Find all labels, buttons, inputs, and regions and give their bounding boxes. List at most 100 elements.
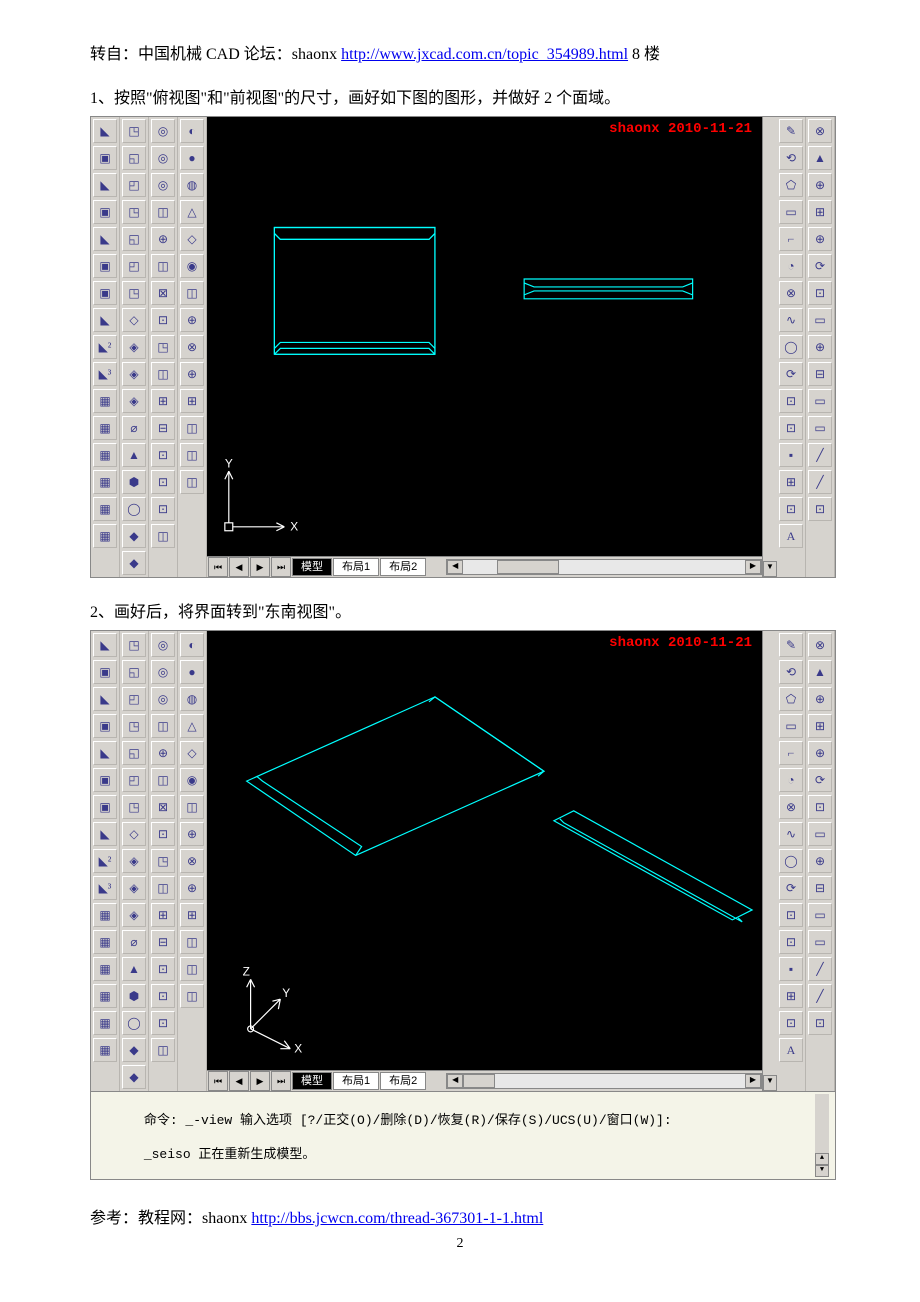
- toolbar-button[interactable]: ◎: [151, 173, 175, 197]
- toolbar-button[interactable]: ▲: [122, 957, 146, 981]
- toolbar-button[interactable]: ◳: [122, 633, 146, 657]
- toolbar-button[interactable]: ▣: [93, 200, 117, 224]
- toolbar-button[interactable]: ⊕: [808, 173, 832, 197]
- toolbar-button[interactable]: ▦: [93, 903, 117, 927]
- toolbar-button[interactable]: ⊞: [151, 389, 175, 413]
- toolbar-button[interactable]: ◇: [180, 741, 204, 765]
- toolbar-button[interactable]: ◱: [122, 741, 146, 765]
- toolbar-button[interactable]: ⊕: [180, 308, 204, 332]
- toolbar-button[interactable]: ╱: [808, 984, 832, 1008]
- toolbar-button[interactable]: ◎: [151, 119, 175, 143]
- toolbar-button[interactable]: ▭: [808, 389, 832, 413]
- toolbar-button[interactable]: ◱: [122, 146, 146, 170]
- toolbar-button[interactable]: ◫: [180, 281, 204, 305]
- toolbar-button[interactable]: ▪: [779, 443, 803, 467]
- toolbar-button[interactable]: ◱: [122, 227, 146, 251]
- toolbar-button[interactable]: ◈: [122, 362, 146, 386]
- toolbar-button[interactable]: ◣: [93, 741, 117, 765]
- toolbar-button[interactable]: ⊞: [808, 200, 832, 224]
- toolbar-button[interactable]: ▦: [93, 1011, 117, 1035]
- toolbar-button[interactable]: ◣³: [93, 876, 117, 900]
- toolbar-button[interactable]: ⊡: [151, 443, 175, 467]
- toolbar-button[interactable]: ▣: [93, 795, 117, 819]
- toolbar-button[interactable]: ⊡: [779, 416, 803, 440]
- vscroll[interactable]: ▼: [762, 117, 777, 577]
- toolbar-button[interactable]: ◫: [151, 200, 175, 224]
- toolbar-button[interactable]: ⊡: [808, 795, 832, 819]
- toolbar-button[interactable]: ⟳: [808, 254, 832, 278]
- toolbar-button[interactable]: ⊡: [151, 957, 175, 981]
- toolbar-button[interactable]: ⊕: [808, 335, 832, 359]
- tab-next-button[interactable]: ▶: [250, 1071, 270, 1091]
- toolbar-button[interactable]: ◫: [151, 768, 175, 792]
- toolbar-button[interactable]: ▣: [93, 254, 117, 278]
- tab-layout2[interactable]: 布局2: [380, 558, 426, 576]
- toolbar-button[interactable]: ▦: [93, 470, 117, 494]
- toolbar-button[interactable]: ⊕: [808, 687, 832, 711]
- toolbar-button[interactable]: ⊠: [151, 281, 175, 305]
- toolbar-button[interactable]: ◣²: [93, 335, 117, 359]
- toolbar-button[interactable]: ◐: [180, 119, 204, 143]
- toolbar-button[interactable]: ◳: [122, 281, 146, 305]
- toolbar-button[interactable]: ◳: [122, 119, 146, 143]
- tab-first-button[interactable]: ⏮: [208, 557, 228, 577]
- toolbar-button[interactable]: ◣³: [93, 362, 117, 386]
- toolbar-button[interactable]: ◫: [180, 416, 204, 440]
- toolbar-button[interactable]: ⊞: [180, 389, 204, 413]
- toolbar-button[interactable]: ⌐: [779, 227, 803, 251]
- toolbar-button[interactable]: ▭: [808, 822, 832, 846]
- toolbar-button[interactable]: ◣: [93, 173, 117, 197]
- toolbar-button[interactable]: ▣: [93, 146, 117, 170]
- toolbar-button[interactable]: ⊞: [808, 714, 832, 738]
- toolbar-button[interactable]: ⊕: [808, 227, 832, 251]
- toolbar-button[interactable]: ⊞: [151, 903, 175, 927]
- toolbar-button[interactable]: ▣: [93, 281, 117, 305]
- toolbar-button[interactable]: ⊟: [151, 930, 175, 954]
- toolbar-button[interactable]: ◰: [122, 254, 146, 278]
- toolbar-button[interactable]: ▦: [93, 416, 117, 440]
- toolbar-button[interactable]: ✎: [779, 119, 803, 143]
- toolbar-button[interactable]: ⊗: [180, 335, 204, 359]
- toolbar-button[interactable]: ▦: [93, 984, 117, 1008]
- toolbar-button[interactable]: ◳: [151, 335, 175, 359]
- toolbar-button[interactable]: ⊕: [151, 227, 175, 251]
- toolbar-button[interactable]: ⊗: [779, 795, 803, 819]
- tab-last-button[interactable]: ⏭: [271, 1071, 291, 1091]
- toolbar-button[interactable]: ⊟: [808, 362, 832, 386]
- toolbar-button[interactable]: △: [180, 714, 204, 738]
- toolbar-button[interactable]: ◣: [93, 633, 117, 657]
- toolbar-button[interactable]: ⊡: [808, 497, 832, 521]
- toolbar-button[interactable]: ⬢: [122, 984, 146, 1008]
- toolbar-button[interactable]: ◔: [779, 254, 803, 278]
- toolbar-button[interactable]: ▲: [122, 443, 146, 467]
- toolbar-button[interactable]: ⬠: [779, 687, 803, 711]
- toolbar-button[interactable]: ▦: [93, 443, 117, 467]
- toolbar-button[interactable]: ⊡: [779, 1011, 803, 1035]
- toolbar-button[interactable]: A: [779, 1038, 803, 1062]
- toolbar-button[interactable]: ◳: [151, 849, 175, 873]
- intro-link[interactable]: http://www.jxcad.com.cn/topic_354989.htm…: [341, 46, 628, 63]
- toolbar-button[interactable]: ⊕: [180, 362, 204, 386]
- toolbar-button[interactable]: ▭: [808, 903, 832, 927]
- toolbar-button[interactable]: ⊕: [808, 849, 832, 873]
- tab-prev-button[interactable]: ◀: [229, 557, 249, 577]
- toolbar-button[interactable]: ▭: [808, 416, 832, 440]
- toolbar-button[interactable]: ▭: [808, 308, 832, 332]
- vscroll-2[interactable]: ▼: [762, 631, 777, 1091]
- toolbar-button[interactable]: ▦: [93, 957, 117, 981]
- toolbar-button[interactable]: ◈: [122, 335, 146, 359]
- tab-next-button[interactable]: ▶: [250, 557, 270, 577]
- toolbar-button[interactable]: ◍: [180, 173, 204, 197]
- toolbar-button[interactable]: ◰: [122, 687, 146, 711]
- toolbar-button[interactable]: ◯: [122, 1011, 146, 1035]
- hscroll[interactable]: ◀ ▶: [446, 559, 762, 575]
- toolbar-button[interactable]: ◍: [180, 687, 204, 711]
- toolbar-button[interactable]: ◉: [180, 768, 204, 792]
- toolbar-button[interactable]: ◈: [122, 389, 146, 413]
- canvas-area-top[interactable]: shaonx 2010-11-21 X: [207, 117, 762, 577]
- toolbar-button[interactable]: ◫: [151, 524, 175, 548]
- toolbar-button[interactable]: ◫: [151, 714, 175, 738]
- toolbar-button[interactable]: ⊕: [180, 876, 204, 900]
- toolbar-button[interactable]: ⌀: [122, 416, 146, 440]
- footer-link[interactable]: http://bbs.jcwcn.com/thread-367301-1-1.h…: [251, 1210, 543, 1227]
